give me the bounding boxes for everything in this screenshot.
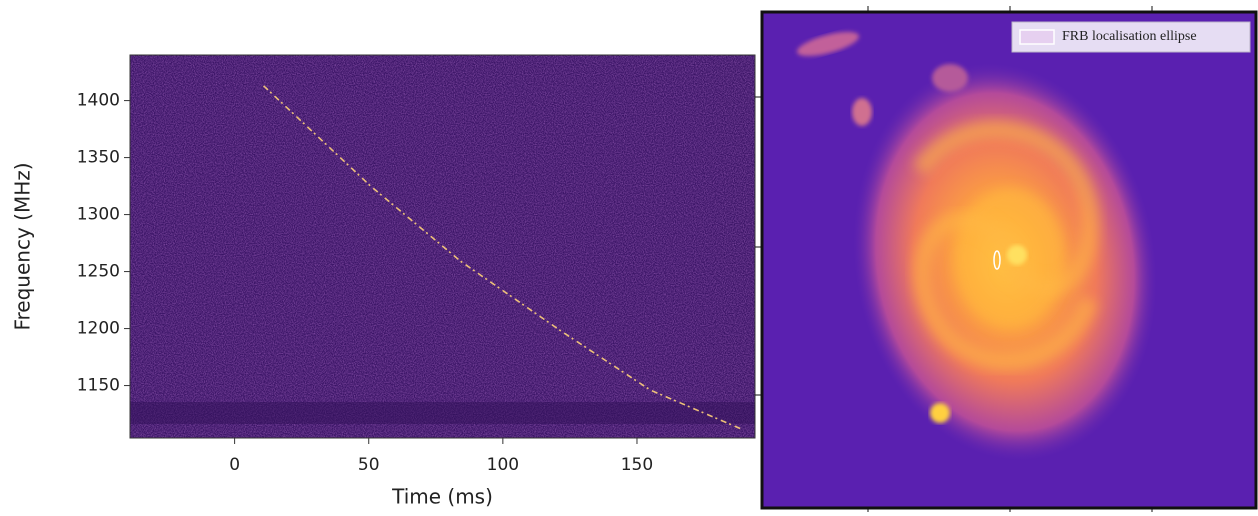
y-tick-label: 1150: [77, 376, 120, 396]
image-ticks: [755, 6, 1153, 512]
x-tick-label: 150: [621, 455, 653, 475]
y-tick-label: 1300: [77, 205, 120, 225]
x-tick-label: 50: [358, 455, 380, 475]
y-tick-label: 1250: [77, 262, 120, 282]
image-frame: [760, 10, 1258, 510]
legend-swatch: [1019, 29, 1055, 45]
galaxy-image: [762, 12, 1256, 508]
legend: FRB localisation ellipse: [1011, 21, 1251, 53]
y-tick-label: 1350: [77, 148, 120, 168]
burst-line: [263, 85, 742, 430]
y-tick-label: 1400: [77, 91, 120, 111]
x-axis-label: Time (ms): [391, 485, 493, 509]
y-tick-label: 1200: [77, 319, 120, 339]
y-axis-label: Frequency (MHz): [11, 162, 35, 330]
legend-label: FRB localisation ellipse: [1062, 29, 1197, 44]
x-tick-label: 100: [487, 455, 519, 475]
x-tick-label: 0: [229, 455, 240, 475]
